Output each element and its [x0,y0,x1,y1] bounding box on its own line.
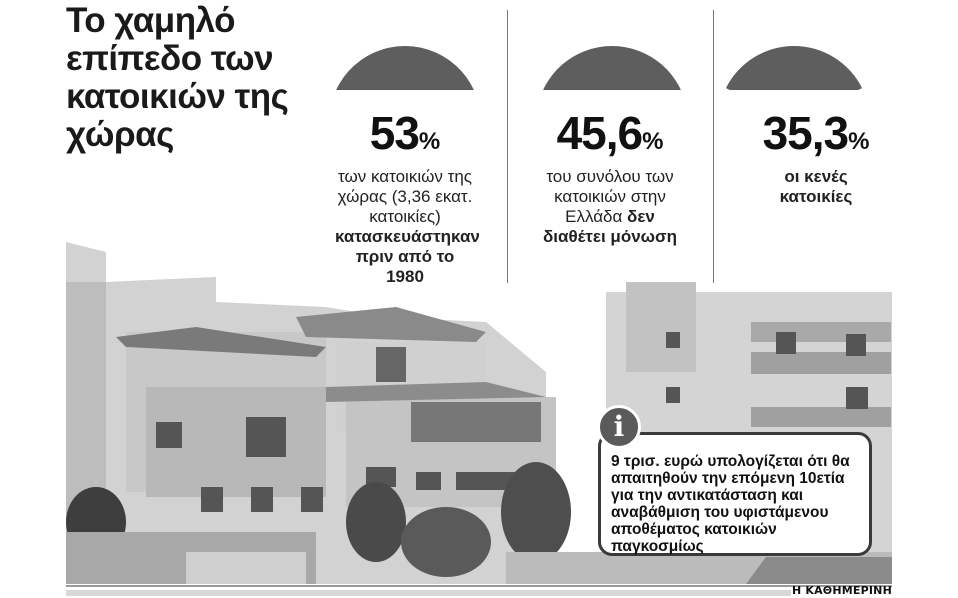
gauge-mask-3 [694,90,894,130]
stat-2-number: 45,6 [556,107,644,159]
chart-title: Το χαμηλό επίπεδο των κατοικιών της χώρα… [66,1,289,154]
stat-2-value: 45,6% [510,108,710,167]
stat-3-number: 35,3 [762,107,850,159]
stat-1-text: των κατοικιών της χώρας (3,36 εκατ. κατο… [337,167,473,226]
stat-2-text-bold: δεν διαθέτει μόνωση [542,207,678,246]
stat-2-text: του συνόλου των κατοικιών στην Ελλάδα [546,167,674,226]
stat-2-unit: % [642,128,664,155]
info-icon: i [597,405,641,449]
publisher-logo: Η ΚΑΘΗΜΕΡΙΝΗ [791,584,892,597]
stat-3-unit: % [848,128,870,155]
gauge-mask-1 [305,90,505,130]
bottom-rule [66,585,892,587]
stat-2-description: του συνόλου των κατοικιών στην Ελλάδα δε… [510,167,710,247]
stat-1-description: των κατοικιών της χώρας (3,36 εκατ. κατο… [305,167,505,287]
info-box: 9 τρισ. ευρώ υπολογίζεται ότι θα απαιτηθ… [598,432,872,556]
stat-1-text-bold: κατασκευάστηκαν πριν από το 1980 [335,227,480,286]
stat-1: 53% των κατοικιών της χώρας (3,36 εκατ. … [305,108,505,287]
stat-3-text-bold: οι κενές κατοικίες [779,167,853,206]
stat-1-number: 53 [369,107,420,159]
divider-1 [507,10,508,283]
stat-3-description: οι κενές κατοικίες [716,167,916,207]
bottom-band [66,590,791,596]
gauge-mask-2 [512,90,712,130]
divider-2 [713,10,714,283]
stat-3-value: 35,3% [716,108,916,167]
stat-1-value: 53% [305,108,505,167]
info-text: 9 τρισ. ευρώ υπολογίζεται ότι θα απαιτηθ… [611,453,850,555]
stat-2: 45,6% του συνόλου των κατοικιών στην Ελλ… [510,108,710,247]
stat-3: 35,3% οι κενές κατοικίες [716,108,916,207]
stat-1-unit: % [418,128,441,155]
